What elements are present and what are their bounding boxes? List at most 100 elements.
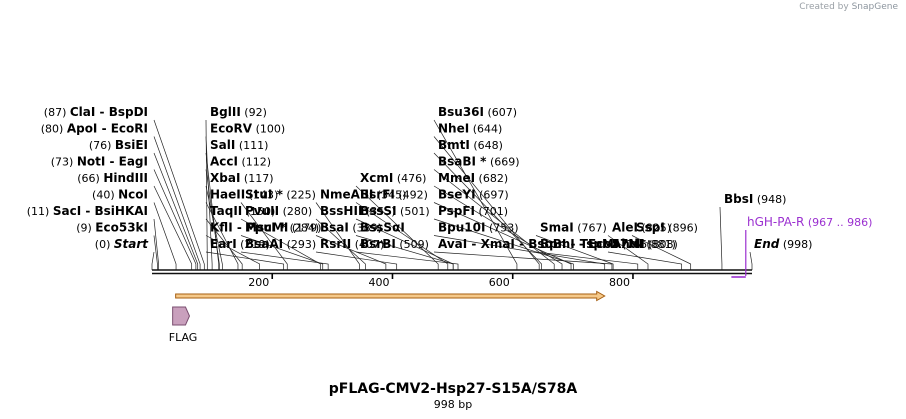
site-line-noti-eagi [153,169,197,270]
site-name: Eco53kI [95,221,148,235]
site-line-kfli-ppumi [205,235,260,270]
site-line-eco53ki [153,235,158,270]
site-label-apoi-ecori[interactable]: (80) ApoI - EcoRI [41,122,148,136]
site-line-smai [535,235,614,270]
primer-name: hGH-PA-R [747,215,804,229]
site-name: EarI [210,237,237,251]
site-label-bsiei[interactable]: (76) BsiEI [89,138,148,152]
site-label-bsssi[interactable]: BssSI (501) [360,204,430,218]
site-label-eco53ki[interactable]: (9) Eco53kI [76,221,148,235]
site-label-rsrii[interactable]: RsrII (407) [320,237,384,251]
site-position: (753) [485,222,518,235]
site-line-bsrfi [355,202,449,270]
orf-arrow[interactable] [175,290,606,302]
site-labels: (0) Start (9) Eco53kI (11) SacI - BsiHKAI (… [27,105,813,251]
site-position: (697) [476,189,509,202]
site-position: (76) [89,139,115,152]
site-label-taqii[interactable]: TaqII (150) [210,204,275,218]
site-label-bpu10i[interactable]: Bpu10I (753) [438,221,519,235]
site-position: (648) [470,139,503,152]
site-name: BssSαI [360,221,405,235]
site-position: (765) [618,238,651,251]
site-label-msci[interactable]: MscI * (284) [245,221,319,235]
site-line-pvuii [240,218,321,270]
site-label-noti-eagi[interactable]: (73) NotI - EagI [51,155,148,169]
site-label-saci-bsihkai[interactable]: (11) SacI - BsiHKAI [27,204,148,218]
site-label-avai-xmai-bsobi-tspmi[interactable]: AvaI - XmaI - BsoBI - TspMI (765) [438,237,652,251]
site-label-clai-bspdi[interactable]: (87) ClaI - BspDI [44,105,148,119]
site-label-mmei[interactable]: MmeI (682) [438,171,508,185]
site-position: (808) [645,238,678,251]
site-label-end[interactable]: End (998) [754,237,812,251]
site-position: (66) [77,172,103,185]
site-position: (509) [396,238,429,251]
site-name: BmtI [438,138,470,152]
site-label-hindiii[interactable]: (66) HindIII [77,171,148,185]
site-label-stui[interactable]: StuI * (225) [245,188,316,202]
primer-range: (967 .. 986) [804,216,872,229]
site-name: SacI - BsiHKAI [53,204,148,218]
site-position: (150) [242,205,275,218]
tick-label-600: 600 [489,276,510,289]
site-label-xcmi[interactable]: XcmI (476) [360,171,426,185]
site-label-bseyi[interactable]: BseYI (697) [438,188,509,202]
site-label-bsrfi[interactable]: BsrFI (492) [360,188,428,202]
site-label-bglii[interactable]: BglII (92) [210,105,267,119]
site-label-bbsi[interactable]: BbsI (948) [724,192,786,206]
site-label-sspi[interactable]: SspI (896) [636,221,698,235]
site-position: (355) [362,205,395,218]
site-name: BsrBI [360,237,396,251]
site-label-bsss-i[interactable]: BssSαI [360,221,405,235]
site-line-bmti [433,152,542,270]
site-name: BglII [210,105,241,119]
site-label-bsaai[interactable]: BsaAI (293) [245,237,316,251]
site-label-bsai[interactable]: BsaI (389) [320,221,382,235]
site-position: (389) [349,222,382,235]
site-label-bmti[interactable]: BmtI (648) [438,138,503,152]
site-label-haeii[interactable]: HaeII (143) [210,188,278,202]
site-line-nhei [433,136,540,270]
site-line-haeii [205,202,239,270]
site-label-pvuii[interactable]: PvuII (280) [245,204,312,218]
site-label-eari[interactable]: EarI (219) [210,237,270,251]
site-name: AvaI - XmaI - BsoBI - TspMI [438,237,618,251]
site-position: (669) [486,156,519,169]
site-label-sali[interactable]: SalI (111) [210,138,268,152]
feature-flag-arrow[interactable] [172,306,191,326]
site-label-bpmi-eco57mi[interactable]: BpmI - Eco57MI (808) [540,237,678,251]
site-position: (492) [395,189,428,202]
site-label-nhei[interactable]: NheI (644) [438,122,502,136]
site-label-ecorv[interactable]: EcoRV (100) [210,122,285,136]
site-label-alei[interactable]: AleI (825) [612,221,671,235]
site-line-sali [205,152,220,270]
site-label-ahdi[interactable]: AhdI (881) [612,237,676,251]
site-label-acci[interactable]: AccI (112) [210,155,271,169]
site-label-bsshii[interactable]: BssHII (355) [320,204,395,218]
primer-label[interactable]: hGH-PA-R (967 .. 986) [747,215,872,229]
site-name: ClaI - BspDI [70,105,148,119]
site-label-pspfi[interactable]: PspFI (701) [438,204,508,218]
site-name: XbaI [210,171,240,185]
site-label-ncoi[interactable]: (40) NcoI [92,188,148,202]
site-label-xbai[interactable]: XbaI (117) [210,171,273,185]
site-label-bsrbi[interactable]: BsrBI (509) [360,237,429,251]
site-name: NmeAIII [320,188,373,202]
site-position: (117) [240,172,273,185]
site-line-bseyi [433,202,572,270]
site-label-bsu36i[interactable]: Bsu36I (607) [438,105,517,119]
site-label-start[interactable]: (0) Start [95,237,149,251]
site-line-mmei [433,185,563,270]
site-label-bsabi[interactable]: BsaBI * (669) [438,155,520,169]
site-name: NheI [438,122,469,136]
site-line-bsaai [240,251,329,270]
tick-label-400: 400 [368,276,389,289]
primer-hgh-pa-r[interactable]: hGH-PA-R (967 .. 986) [731,215,872,278]
site-name: BsaI [320,221,349,235]
site-label-nmeaiii[interactable]: NmeAIII (345) [320,188,406,202]
site-label-kfli-ppumi[interactable]: KflI - PpuMI (179) [210,221,321,235]
site-name: BseYI [438,188,476,202]
site-label-smai[interactable]: SmaI (767) [540,221,607,235]
orf-arrow-shape[interactable] [175,290,606,302]
site-position: (501) [397,205,430,218]
site-line-bsss-i [355,235,454,270]
